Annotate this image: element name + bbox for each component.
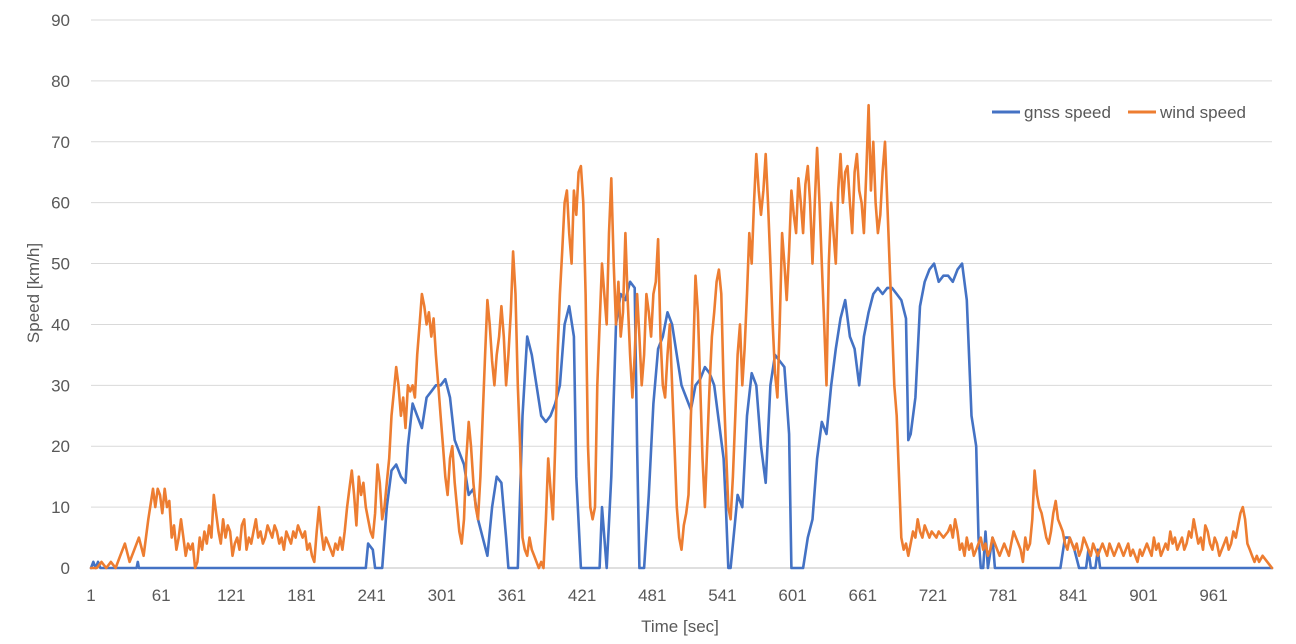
y-tick-label: 80 — [51, 72, 70, 91]
y-tick-label: 0 — [61, 559, 70, 578]
legend-label: wind speed — [1159, 103, 1246, 122]
x-tick-label: 421 — [568, 586, 596, 605]
y-tick-label: 10 — [51, 498, 70, 517]
y-tick-label: 60 — [51, 194, 70, 213]
x-tick-label: 181 — [287, 586, 315, 605]
x-tick-label: 241 — [357, 586, 385, 605]
x-tick-label: 661 — [849, 586, 877, 605]
x-tick-label: 121 — [217, 586, 245, 605]
y-tick-label: 40 — [51, 315, 70, 334]
x-tick-label: 481 — [638, 586, 666, 605]
x-tick-label: 721 — [919, 586, 947, 605]
x-axis-title: Time [sec] — [641, 617, 719, 636]
x-tick-label: 301 — [428, 586, 456, 605]
x-tick-label: 901 — [1129, 586, 1157, 605]
series-lines — [89, 103, 1274, 570]
y-axis-ticks: 0 10 20 30 40 50 60 70 80 90 — [51, 11, 70, 578]
x-tick-label: 601 — [778, 586, 806, 605]
legend-label: gnss speed — [1024, 103, 1111, 122]
x-tick-label: 961 — [1199, 586, 1227, 605]
x-tick-label: 841 — [1059, 586, 1087, 605]
x-tick-label: 1 — [86, 586, 95, 605]
series-line-gnss-speed — [89, 262, 1274, 570]
y-tick-label: 30 — [51, 376, 70, 395]
y-tick-label: 20 — [51, 437, 70, 456]
y-tick-label: 90 — [51, 11, 70, 30]
y-tick-label: 70 — [51, 133, 70, 152]
series-line-wind-speed — [89, 103, 1274, 570]
legend: gnss speed wind speed — [992, 103, 1246, 122]
x-tick-label: 61 — [152, 586, 171, 605]
x-tick-label: 541 — [708, 586, 736, 605]
x-axis-ticks: 1 61 121 181 241 301 361 421 481 541 601 661 721 781 8… — [86, 586, 1227, 605]
x-tick-label: 781 — [989, 586, 1017, 605]
y-axis-title: Speed [km/h] — [24, 243, 43, 343]
y-tick-label: 50 — [51, 255, 70, 274]
x-tick-label: 361 — [498, 586, 526, 605]
